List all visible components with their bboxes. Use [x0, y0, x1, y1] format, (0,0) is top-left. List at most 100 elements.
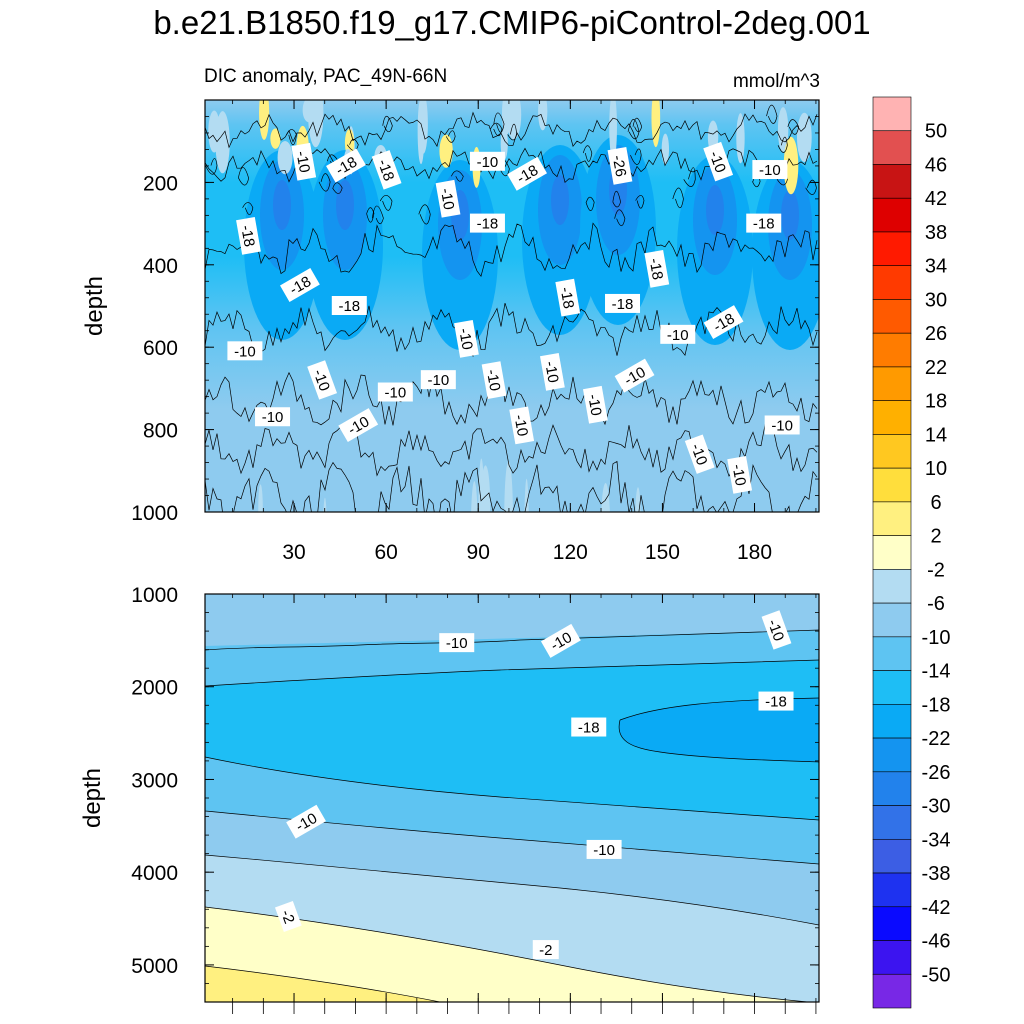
upper-blob-30	[706, 185, 724, 235]
upper-contour-loop	[318, 173, 331, 192]
contour-label: -10	[227, 341, 263, 361]
contour-label-text: -26	[609, 154, 630, 178]
upper-xtick-label: 150	[645, 541, 680, 564]
contour-label-box	[507, 156, 548, 191]
colorbar-swatch	[872, 940, 912, 975]
colorbar-label: -22	[922, 728, 951, 750]
upper-blob-deep	[601, 482, 610, 512]
upper-blob-30	[781, 190, 799, 240]
upper-ytick-label: 400	[143, 255, 178, 278]
contour-label-box	[660, 324, 696, 344]
upper-blob-surface	[418, 100, 428, 154]
colorbar-swatch	[872, 872, 912, 908]
contour-label-text: -10	[446, 635, 468, 652]
contour-label-text: -18	[374, 157, 397, 183]
contour-label-text: -10	[706, 149, 729, 175]
contour-label-text: -10	[292, 150, 313, 174]
contour-label-box	[227, 341, 263, 361]
upper-contour-loop	[490, 122, 503, 137]
colorbar-label: -6	[927, 593, 945, 615]
colorbar-swatch	[872, 400, 912, 435]
contour-label: -10	[439, 633, 475, 653]
upper-blob-surface	[302, 100, 315, 123]
contour-label-box	[307, 360, 338, 400]
contour-label-text: -10	[584, 393, 605, 417]
contour-label-box	[703, 305, 744, 340]
upper-blob-deep	[258, 484, 263, 512]
contour-label: -10	[377, 382, 413, 402]
lower-ylabel: depth	[79, 768, 106, 828]
contour-label: -18	[605, 293, 641, 313]
upper-blob-surface	[736, 113, 745, 164]
upper-contour-loop	[683, 167, 696, 187]
contour-label-box	[286, 804, 326, 839]
colorbar-swatch	[872, 636, 912, 671]
contour-label-text: -18	[477, 216, 499, 233]
upper-contour-loop	[507, 123, 518, 141]
contour-label: -10	[761, 610, 792, 650]
colorbar-label: -38	[922, 863, 951, 885]
upper-contour-loop	[242, 202, 254, 216]
upper-panel: -10 -18 -18 -10 -10 -18 -26 -10 -10 -18 -18 -18 -18 -…	[81, 99, 820, 564]
contour-label-box	[752, 160, 788, 180]
colorbar-label: -30	[922, 796, 951, 818]
contour-label-box	[746, 213, 782, 233]
contour-label-box	[469, 151, 505, 171]
upper-blob-surface	[651, 100, 661, 148]
upper-contour-line	[205, 302, 818, 358]
upper-contour-loop	[379, 194, 393, 211]
upper-contour-loop	[582, 145, 593, 162]
contour-label-text: -18	[753, 216, 775, 233]
contour-label-box	[727, 455, 753, 494]
contour-label-text: -18	[237, 224, 258, 248]
colorbar-label: 2	[930, 526, 941, 548]
contour-label-box	[540, 623, 581, 658]
colorbar-swatch	[872, 771, 912, 806]
upper-blob-surface	[796, 112, 812, 163]
contour-label: -10	[727, 455, 753, 494]
upper-blob-30	[336, 180, 354, 230]
colorbar-label: -46	[922, 931, 951, 953]
upper-contour-loop	[777, 136, 788, 153]
upper-blob-deep	[480, 465, 491, 512]
upper-contour-line	[205, 222, 818, 277]
lower-band-10b	[205, 757, 819, 864]
contour-label-box	[469, 213, 505, 233]
upper-blob-deep	[323, 497, 327, 512]
contour-label: -10	[420, 370, 456, 390]
upper-blob-30	[273, 180, 291, 230]
contour-label-box	[532, 940, 559, 960]
contour-label-box	[481, 361, 507, 399]
colorbar-swatch	[872, 704, 912, 739]
contour-label-box	[420, 370, 456, 390]
colorbar-label: 22	[925, 357, 947, 379]
contour-label-box	[236, 216, 261, 255]
upper-blob-deep	[635, 487, 641, 512]
upper-contour-loop	[445, 130, 456, 143]
contour-label-box	[280, 267, 320, 302]
colorbar-label: -34	[922, 829, 951, 851]
colorbar-swatch	[872, 535, 912, 570]
contour-label-box	[644, 249, 670, 288]
contour-label-text: -18	[557, 286, 578, 310]
colorbar-swatch	[872, 973, 912, 1009]
contour-label-text: -18	[612, 296, 634, 313]
contour-label: -18	[644, 249, 670, 288]
contour-label: -18	[758, 691, 794, 711]
upper-panel-frame	[204, 99, 820, 513]
contour-label-text: -10	[477, 154, 499, 171]
colorbar-swatch	[872, 670, 912, 705]
contour-label: -10	[660, 324, 696, 344]
upper-blob-surface	[661, 133, 670, 165]
contour-label: -10	[454, 319, 479, 358]
upper-blob-surface	[609, 100, 617, 162]
contour-label: -10	[291, 142, 317, 181]
colorbar-swatch	[872, 231, 912, 267]
colorbar-swatch	[872, 96, 912, 132]
upper-xtick-label: 30	[282, 541, 305, 564]
upper-blob-deep	[471, 481, 478, 512]
contour-label: -10	[586, 839, 622, 859]
colorbar-swatch	[872, 602, 912, 638]
upper-contour-loop	[332, 182, 343, 194]
contour-label-text: -10	[234, 343, 256, 360]
